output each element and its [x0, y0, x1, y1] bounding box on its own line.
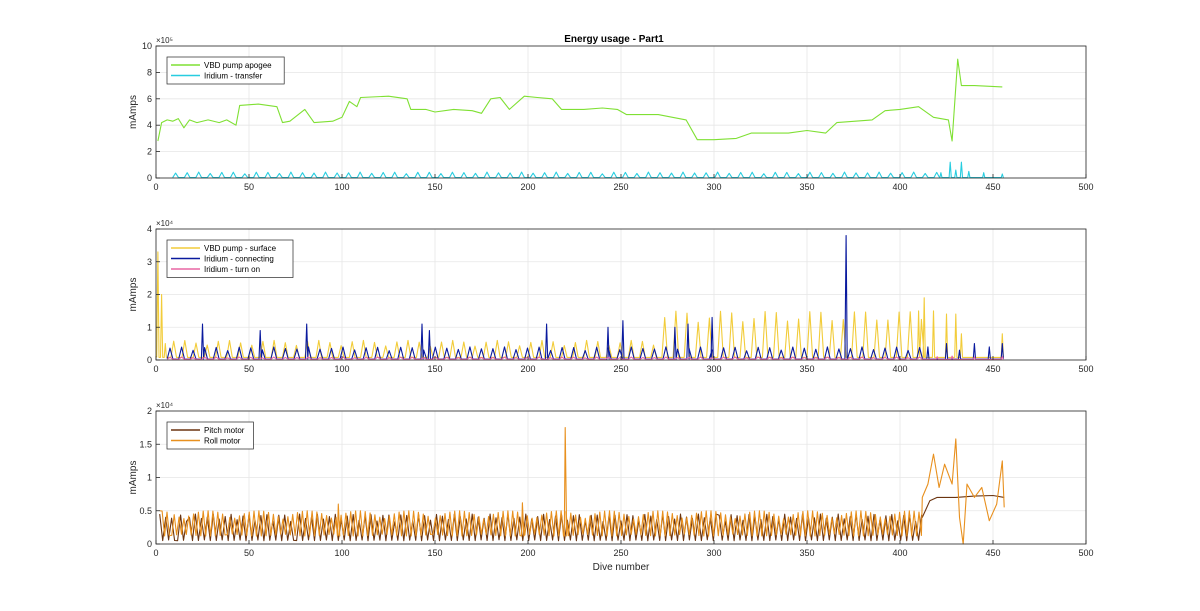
y-exponent-label: ×10⁴	[156, 219, 174, 228]
x-tick-label: 350	[799, 364, 814, 374]
y-tick-label: 0.5	[139, 506, 152, 516]
legend	[166, 421, 254, 450]
x-tick-label: 500	[1078, 548, 1093, 558]
y-tick-label: 0	[147, 355, 152, 365]
x-tick-label: 150	[427, 364, 442, 374]
subplot-vbd-surface-iridium: 0 50 100 150 200 250 300 350 400 450 500 0 1 2 3 4 ×10⁴ m…	[128, 219, 1094, 374]
subplot-pitch-roll-motor: 0 50 100 150 200 250 300 350 400 450 500 0 0.5 1 1.5 2 ×…	[128, 401, 1094, 558]
y-tick-label: 1.5	[139, 439, 152, 449]
x-tick-label: 0	[153, 548, 158, 558]
x-tick-label: 200	[520, 364, 535, 374]
x-tick-label: 150	[427, 548, 442, 558]
x-tick-label: 200	[520, 182, 535, 192]
x-tick-label: 350	[799, 548, 814, 558]
x-tick-label: 400	[892, 364, 907, 374]
series-line-vbd-pump-apogee	[157, 58, 1003, 142]
x-tick-label: 250	[613, 182, 628, 192]
x-tick-label: 250	[613, 364, 628, 374]
x-tick-label: 300	[706, 182, 721, 192]
series-line-iridium-turn-on	[166, 355, 1004, 360]
y-tick-label: 2	[147, 147, 152, 157]
series-line-roll-motor	[159, 427, 1005, 545]
y-tick-label: 0	[147, 539, 152, 549]
legend-entry: Pitch motor	[204, 426, 245, 435]
legend	[166, 56, 285, 85]
legend-entry: Iridium - transfer	[204, 72, 263, 81]
y-tick-label: 10	[142, 41, 152, 51]
x-tick-label: 150	[427, 182, 442, 192]
x-tick-label: 200	[520, 548, 535, 558]
series-line-vbd-pump-surface	[156, 251, 1004, 358]
x-tick-label: 400	[892, 182, 907, 192]
x-tick-label: 0	[153, 182, 158, 192]
y-tick-label: 6	[147, 94, 152, 104]
legend-entry: Iridium - turn on	[204, 265, 260, 274]
x-tick-label: 50	[244, 364, 254, 374]
x-tick-label: 100	[334, 548, 349, 558]
legend-entry: VBD pump apogee	[204, 61, 272, 70]
x-tick-label: 500	[1078, 182, 1093, 192]
y-tick-label: 1	[147, 473, 152, 483]
legend-entry: Iridium - connecting	[204, 255, 274, 264]
x-tick-label: 400	[892, 548, 907, 558]
y-exponent-label: ×10⁵	[156, 36, 173, 45]
y-axis-label: mAmps	[128, 461, 139, 495]
series-line-pitch-motor	[159, 494, 1005, 542]
x-tick-label: 50	[244, 548, 254, 558]
x-tick-label: 350	[799, 182, 814, 192]
figure-title: Energy usage - Part1	[564, 34, 664, 45]
x-axis-label: Dive number	[593, 562, 650, 573]
y-tick-label: 4	[147, 224, 152, 234]
y-tick-label: 1	[147, 322, 152, 332]
y-tick-label: 3	[147, 257, 152, 267]
y-axis-label: mAmps	[128, 95, 139, 129]
y-tick-label: 0	[147, 173, 152, 183]
x-tick-label: 500	[1078, 364, 1093, 374]
legend-entry: Roll motor	[204, 437, 241, 446]
y-tick-label: 4	[147, 120, 152, 130]
x-tick-label: 0	[153, 364, 158, 374]
x-tick-label: 450	[985, 182, 1000, 192]
x-tick-label: 100	[334, 364, 349, 374]
y-tick-label: 2	[147, 406, 152, 416]
y-tick-label: 8	[147, 67, 152, 77]
x-tick-label: 450	[985, 364, 1000, 374]
x-tick-label: 250	[613, 548, 628, 558]
x-tick-label: 300	[706, 364, 721, 374]
x-tick-label: 50	[244, 182, 254, 192]
y-exponent-label: ×10⁴	[156, 401, 174, 410]
x-tick-label: 300	[706, 548, 721, 558]
y-tick-label: 2	[147, 290, 152, 300]
x-tick-label: 100	[334, 182, 349, 192]
x-tick-label: 450	[985, 548, 1000, 558]
legend-entry: VBD pump - surface	[204, 244, 277, 253]
y-axis-label: mAmps	[128, 278, 139, 312]
subplot-vbd-apogee-iridium-transfer: 0 50 100 150 200 250 300 350 400 450 500 0 2 4 6 8 10 ×10…	[128, 36, 1094, 192]
